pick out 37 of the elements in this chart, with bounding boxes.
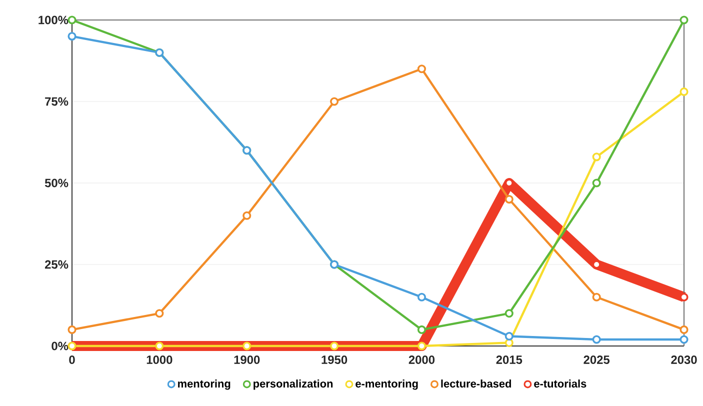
- x-tick-label: 2030: [671, 356, 697, 364]
- legend-label: e-tutorials: [534, 380, 586, 388]
- point: [504, 195, 514, 204]
- point: [592, 152, 601, 162]
- point: [592, 292, 601, 302]
- legend-label: mentoring: [178, 380, 230, 390]
- legend-label: personalization: [254, 380, 333, 390]
- point: [592, 335, 601, 344]
- x-tick-label: 0: [69, 356, 75, 364]
- point: [680, 325, 688, 334]
- y-tick-label: 50%: [44, 178, 68, 188]
- point: [417, 292, 426, 302]
- y-tick-label: 75%: [45, 97, 68, 106]
- point: [417, 325, 426, 334]
- point: [155, 309, 164, 318]
- x-tick-label: 2025: [584, 356, 610, 364]
- point: [504, 309, 514, 318]
- point: [417, 64, 426, 74]
- point: [330, 97, 339, 106]
- y-tick-label: 0%: [52, 342, 68, 350]
- point: [242, 211, 252, 220]
- point: [680, 335, 688, 344]
- point: [68, 32, 76, 41]
- x-tick-label: 1000: [146, 356, 172, 364]
- y-tick-label: 100%: [38, 16, 68, 24]
- legend-label: e-mentoring: [356, 380, 418, 390]
- x-tick-label: 2000: [408, 356, 435, 364]
- point: [504, 332, 514, 341]
- y-tick-label: 25%: [44, 260, 68, 269]
- x-tick-label: 2015: [496, 356, 522, 364]
- point: [680, 87, 688, 96]
- point: [68, 325, 76, 334]
- x-tick-label: 1950: [322, 356, 348, 364]
- point: [680, 16, 688, 24]
- point: [592, 178, 601, 188]
- x-tick-label: 1900: [234, 356, 260, 364]
- legend-label: lecture-based: [441, 380, 511, 388]
